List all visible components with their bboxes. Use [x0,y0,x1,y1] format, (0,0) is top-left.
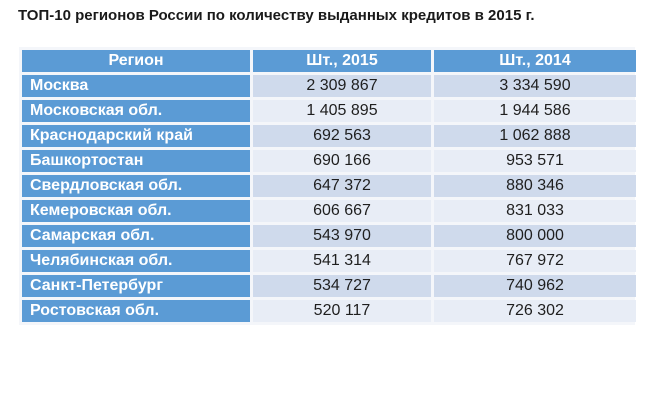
page-title: ТОП-10 регионов России по количеству выд… [18,7,535,24]
value-2014-cell: 740 962 [434,275,636,297]
value-2015-cell: 534 727 [253,275,431,297]
table-row: Самарская обл. 543 970 800 000 [22,225,636,247]
value-2014-cell: 953 571 [434,150,636,172]
table-row: Краснодарский край 692 563 1 062 888 [22,125,636,147]
value-2015-cell: 1 405 895 [253,100,431,122]
region-cell: Москва [22,75,250,97]
region-cell: Московская обл. [22,100,250,122]
region-cell: Краснодарский край [22,125,250,147]
table-row: Челябинская обл. 541 314 767 972 [22,250,636,272]
value-2014-cell: 3 334 590 [434,75,636,97]
header-2014: Шт., 2014 [434,50,636,72]
table-row: Московская обл. 1 405 895 1 944 586 [22,100,636,122]
value-2015-cell: 606 667 [253,200,431,222]
region-cell: Ростовская обл. [22,300,250,322]
region-cell: Башкортостан [22,150,250,172]
table-row: Москва 2 309 867 3 334 590 [22,75,636,97]
table-row: Кемеровская обл. 606 667 831 033 [22,200,636,222]
value-2014-cell: 831 033 [434,200,636,222]
table-row: Ростовская обл. 520 117 726 302 [22,300,636,322]
region-cell: Кемеровская обл. [22,200,250,222]
value-2014-cell: 726 302 [434,300,636,322]
value-2015-cell: 520 117 [253,300,431,322]
header-region: Регион [22,50,250,72]
value-2015-cell: 690 166 [253,150,431,172]
region-cell: Самарская обл. [22,225,250,247]
table-header-row: Регион Шт., 2015 Шт., 2014 [22,50,636,72]
value-2014-cell: 767 972 [434,250,636,272]
value-2014-cell: 880 346 [434,175,636,197]
value-2015-cell: 543 970 [253,225,431,247]
value-2015-cell: 647 372 [253,175,431,197]
value-2015-cell: 541 314 [253,250,431,272]
value-2015-cell: 692 563 [253,125,431,147]
value-2014-cell: 1 944 586 [434,100,636,122]
header-2015: Шт., 2015 [253,50,431,72]
credits-table-container: Регион Шт., 2015 Шт., 2014 Москва 2 309 … [19,47,636,325]
region-cell: Свердловская обл. [22,175,250,197]
region-cell: Челябинская обл. [22,250,250,272]
table-row: Свердловская обл. 647 372 880 346 [22,175,636,197]
value-2014-cell: 800 000 [434,225,636,247]
table-row: Санкт-Петербург 534 727 740 962 [22,275,636,297]
value-2015-cell: 2 309 867 [253,75,431,97]
table-row: Башкортостан 690 166 953 571 [22,150,636,172]
value-2014-cell: 1 062 888 [434,125,636,147]
credits-table: Регион Шт., 2015 Шт., 2014 Москва 2 309 … [19,47,639,325]
region-cell: Санкт-Петербург [22,275,250,297]
